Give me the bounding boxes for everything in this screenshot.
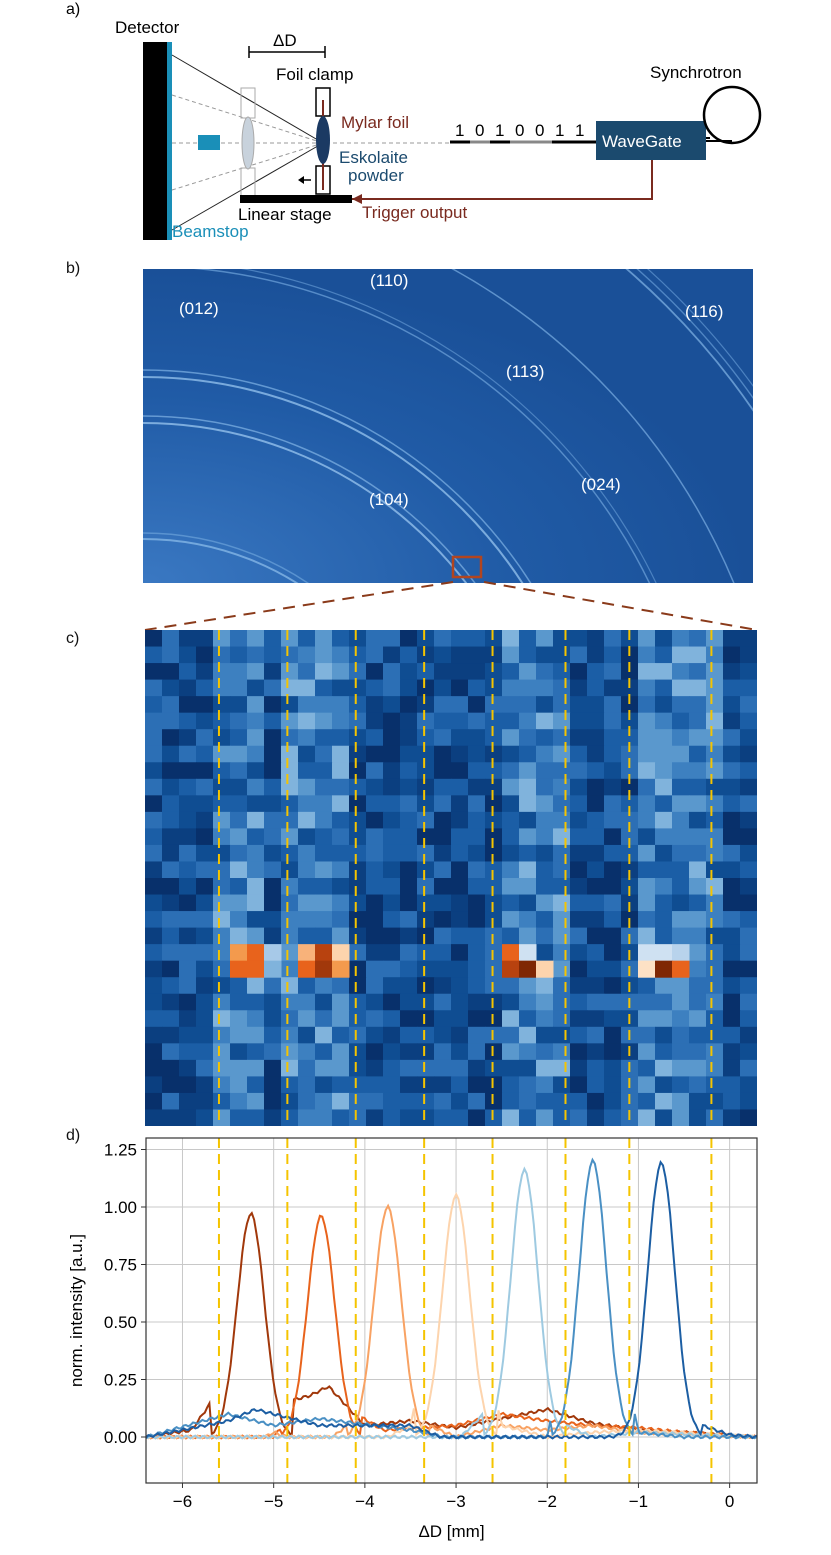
ring-label-110: (110) — [370, 271, 409, 290]
ring-label-104: (104) — [369, 490, 409, 509]
bit-6: 1 — [555, 121, 564, 140]
ring-label-113: (113) — [506, 362, 545, 381]
synchrotron-label: Synchrotron — [650, 63, 742, 82]
y-tick-label: 1.00 — [104, 1198, 137, 1217]
foil-clamp-label: Foil clamp — [276, 65, 353, 84]
linear-stage — [240, 195, 352, 203]
y-tick-label: 0.25 — [104, 1371, 137, 1390]
bit-1: 1 — [455, 121, 464, 140]
y-tick-label: 0.50 — [104, 1313, 137, 1332]
wavegate-label: WaveGate — [602, 132, 682, 151]
heatmap-pixels — [145, 630, 757, 1126]
synchrotron-ring — [702, 85, 762, 145]
series-line-2 — [145, 1214, 758, 1440]
detector-label: Detector — [115, 18, 180, 37]
diffraction-pattern: (012) (110) (116) (113) (104) (024) — [143, 269, 753, 583]
ring-label-116: (116) — [685, 302, 724, 321]
detector-face — [167, 42, 172, 240]
bit-3: 1 — [495, 121, 504, 140]
wavegate-box — [596, 121, 706, 160]
beamstop-label: Beamstop — [172, 222, 249, 241]
linear-stage-label: Linear stage — [238, 205, 332, 224]
y-tick-label: 0.00 — [104, 1428, 137, 1447]
setup-schematic: a) Detector Beamstop ΔD Foil clamp Mylar… — [66, 1, 762, 241]
x-axis-label: ΔD [mm] — [418, 1522, 484, 1541]
trigger-output-label: Trigger output — [362, 203, 467, 222]
x-tick-label: −5 — [264, 1492, 283, 1511]
intensity-chart: −6 −5 −4 −3 −2 −1 0 0.00 0.25 0.50 0.75 1.00 1.25 ΔD … — [67, 1137, 758, 1541]
beamstop — [198, 135, 220, 150]
x-tick-label: 0 — [725, 1492, 734, 1511]
x-tick-label: −3 — [446, 1492, 465, 1511]
plot-frame — [145, 1137, 758, 1484]
zoom-region-box — [451, 555, 483, 579]
x-tick-label: −6 — [173, 1492, 192, 1511]
diffraction-rings — [143, 269, 753, 583]
delta-d-label: ΔD — [273, 31, 297, 50]
bit-4: 0 — [515, 121, 524, 140]
eskolaite-label: Eskolaite — [339, 148, 408, 167]
x-tick-label: −4 — [355, 1492, 374, 1511]
panel-b-label: b) — [66, 260, 81, 277]
bit-stream: 1 0 1 0 0 1 1 — [450, 121, 596, 144]
bit-5: 0 — [535, 121, 544, 140]
ring-label-024: (024) — [581, 475, 621, 494]
y-tick-label: 1.25 — [104, 1141, 137, 1160]
x-tick-label: −2 — [538, 1492, 557, 1511]
panel-a-label: a) — [66, 1, 80, 18]
panel-c-label: c) — [66, 630, 80, 647]
series-line-1 — [145, 1211, 758, 1440]
series-line-4 — [145, 1191, 758, 1440]
y-tick-label: 0.75 — [104, 1256, 137, 1275]
x-tick-label: −1 — [629, 1492, 648, 1511]
ring-label-012: (012) — [179, 299, 219, 318]
eskolaite-sample — [316, 116, 330, 164]
detector — [143, 42, 167, 240]
series-line-7 — [145, 1159, 758, 1440]
panel-d-label: d) — [66, 1127, 81, 1144]
powder-label: powder — [348, 166, 404, 185]
zoomed-heatmap — [145, 630, 757, 1126]
bit-2: 0 — [475, 121, 484, 140]
mylar-foil-label: Mylar foil — [341, 113, 409, 132]
zoom-connector — [144, 581, 758, 631]
bit-7: 1 — [575, 121, 584, 140]
y-axis-label: norm. intensity [a.u.] — [67, 1234, 86, 1387]
